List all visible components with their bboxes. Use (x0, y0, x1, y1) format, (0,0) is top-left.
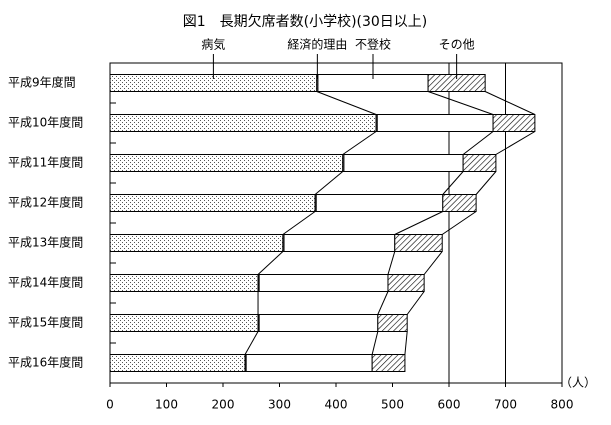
x-tick-label: 300 (268, 398, 291, 412)
legend-label: 不登校 (355, 37, 391, 52)
connector-line (342, 131, 377, 155)
y-tick-label: 平成12年度間 (8, 195, 83, 210)
connector-line (427, 91, 494, 115)
connector-line (406, 291, 425, 315)
bar-segment (377, 314, 408, 332)
bar-segment (283, 234, 396, 252)
connector-line (495, 131, 536, 155)
x-tick-label: 700 (494, 398, 517, 412)
connector-line (404, 331, 408, 355)
bar-segment (394, 234, 443, 252)
connector-line (475, 171, 497, 195)
y-tick-label: 平成13年度間 (8, 235, 83, 250)
y-tick-label: 平成14年度間 (8, 275, 83, 290)
unit-label: （人） (560, 376, 596, 390)
y-tick-label: 平成11年度間 (8, 155, 83, 170)
bar-segment (109, 234, 284, 252)
bar-segment (109, 274, 259, 292)
connector-line (282, 211, 316, 235)
bar-segment (109, 314, 259, 332)
bar-segment (109, 194, 316, 212)
bar-segment (109, 154, 344, 172)
bar-segment (376, 114, 494, 132)
connector-line (387, 251, 396, 275)
bar-segment (109, 114, 377, 132)
bar-segment (258, 314, 379, 332)
bar-segment (343, 154, 464, 172)
x-tick-label: 200 (212, 398, 235, 412)
connector-line (377, 291, 389, 315)
connector-line (441, 211, 477, 235)
connector-line (423, 251, 443, 275)
connector-line (257, 251, 284, 275)
connector-line (314, 171, 344, 195)
bar-segment (109, 354, 246, 372)
connector-line (394, 211, 444, 235)
x-tick-label: 0 (106, 398, 114, 412)
legend-label: その他 (439, 38, 475, 52)
y-tick-label: 平成16年度間 (8, 355, 83, 370)
plot-frame (109, 62, 563, 384)
bar-segment (492, 114, 536, 132)
connector-line (244, 331, 259, 355)
bar-segment (245, 354, 373, 372)
x-tick-label: 800 (551, 398, 574, 412)
x-tick-label: 400 (325, 398, 348, 412)
x-tick-label: 100 (155, 398, 178, 412)
bar-segment (387, 274, 425, 292)
legend-label: 病気 (201, 37, 225, 52)
connector-line (442, 171, 464, 195)
x-tick-label: 600 (438, 398, 461, 412)
bar-segment (462, 154, 497, 172)
connector-line (484, 91, 536, 115)
x-tick-label: 500 (381, 398, 404, 412)
chart-title: 図1 長期欠席者数(小学校)(30日以上) (183, 13, 428, 30)
y-tick-label: 平成10年度間 (8, 115, 83, 130)
bar-segment (315, 194, 444, 212)
y-tick-label: 平成9年度間 (8, 75, 76, 90)
bar-segment (258, 274, 389, 292)
y-tick-label: 平成15年度間 (8, 315, 83, 330)
bar-segment (371, 354, 406, 372)
bar-segment (442, 194, 477, 212)
connector-line (316, 91, 377, 115)
connector-line (371, 331, 379, 355)
legend-label: 経済的理由 (287, 37, 347, 52)
connector-line (462, 131, 494, 155)
